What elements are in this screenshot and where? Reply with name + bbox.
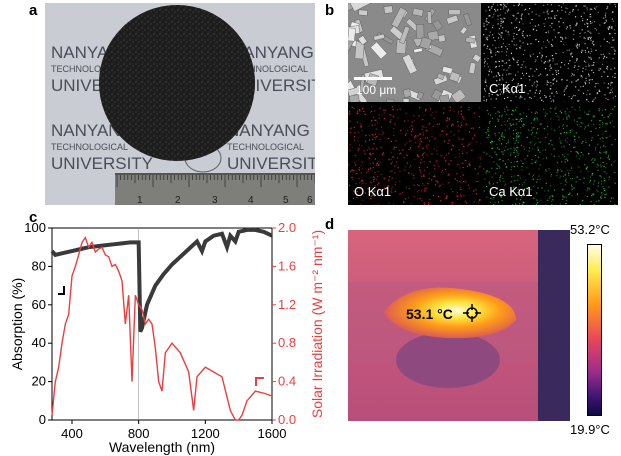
y2-tick-label: 2.0 bbox=[278, 220, 296, 235]
y2-tick-label: 0.0 bbox=[278, 412, 296, 427]
x-axis-label: Wavelength (nm) bbox=[109, 439, 215, 455]
panel-b-letter: b bbox=[325, 2, 335, 19]
y-tick-label: 100 bbox=[24, 220, 46, 235]
sample-photo: NANYANG TECHNOLOGICAL UNIVERSITY NANYANG… bbox=[45, 3, 315, 205]
ruler-number: 5 bbox=[283, 195, 289, 205]
watermark-line: UNIVERSITY bbox=[227, 154, 315, 173]
color-scale-bar bbox=[587, 244, 602, 416]
sem-image: 100 μm bbox=[348, 3, 481, 102]
absorption-chart: 0 20 40 60 80 100 0.0 0.4 0.8 1.2 1.6 2.0 400 800 12… bbox=[9, 220, 325, 455]
series-line-irradiation bbox=[51, 236, 273, 421]
x-tick-label: 800 bbox=[128, 426, 150, 441]
watermark-line: TECHNOLOGICAL bbox=[51, 64, 128, 74]
ruler-number: 4 bbox=[248, 195, 254, 205]
sample-shadow bbox=[396, 332, 500, 388]
calcium-map-label: Ca Kα1 bbox=[489, 184, 533, 199]
panel-c-letter: c bbox=[29, 209, 38, 226]
oxygen-map-label: O Kα1 bbox=[354, 184, 392, 199]
carbon-map: C Kα1 bbox=[483, 3, 616, 102]
y-tick-label: 20 bbox=[32, 374, 46, 389]
watermark-line: TECHNOLOGICAL bbox=[227, 142, 304, 152]
eds-maps: 100 μm C Kα1 O Kα1 Ca Kα1 bbox=[348, 3, 618, 205]
x-tick-label: 400 bbox=[61, 426, 83, 441]
series-line-absorption bbox=[50, 227, 273, 333]
thermal-image: 53.1 °C bbox=[348, 230, 570, 421]
watermark-line: TECHNOLOGICAL bbox=[51, 142, 128, 152]
ruler-number: 2 bbox=[175, 195, 181, 205]
calcium-map: Ca Kα1 bbox=[483, 106, 616, 205]
y2-tick-label: 0.8 bbox=[278, 335, 296, 350]
panel-d-letter: d bbox=[325, 216, 335, 233]
plot-frame bbox=[51, 227, 273, 421]
spot-temperature: 53.1 °C bbox=[406, 306, 453, 322]
y2-tick-label: 0.4 bbox=[278, 374, 296, 389]
y2-axis-label: Solar Irradiation (W m⁻² nm⁻¹) bbox=[309, 230, 325, 418]
y-tick-label: 60 bbox=[32, 297, 46, 312]
crosshair-icon bbox=[463, 304, 481, 322]
color-scale-max: 53.2°C bbox=[570, 222, 610, 237]
watermark-line: TECHNOLOGICAL bbox=[231, 64, 308, 74]
scale-bar-label: 100 μm bbox=[356, 83, 397, 97]
sample-photo-drawing: NANYANG TECHNOLOGICAL UNIVERSITY NANYANG… bbox=[45, 3, 315, 205]
y-tick-label: 0 bbox=[39, 412, 46, 427]
y-tick-label: 40 bbox=[32, 335, 46, 350]
color-scale-min: 19.9°C bbox=[570, 422, 610, 437]
ruler-number: 6 bbox=[307, 195, 313, 205]
ruler-number: 3 bbox=[212, 195, 218, 205]
y-axis-label: Absorption (%) bbox=[9, 278, 25, 371]
dark-edge bbox=[538, 230, 570, 421]
scale-bar bbox=[354, 77, 392, 80]
y2-tick-label: 1.2 bbox=[278, 297, 296, 312]
x-tick-label: 1200 bbox=[191, 426, 220, 441]
right-axis-arrow bbox=[255, 377, 264, 386]
y-tick-label: 80 bbox=[32, 258, 46, 273]
watermark-line: NANYANG bbox=[227, 121, 310, 140]
x-tick-label: 1600 bbox=[258, 426, 287, 441]
hot-spot bbox=[384, 287, 516, 339]
ruler bbox=[115, 173, 315, 205]
carbon-map-label: C Kα1 bbox=[489, 81, 526, 96]
panel-a-letter: a bbox=[29, 2, 38, 19]
watermark-line: UNIVERSITY bbox=[51, 154, 153, 173]
ruler-number: 1 bbox=[137, 195, 143, 205]
y2-tick-label: 1.6 bbox=[278, 258, 296, 273]
oxygen-map: O Kα1 bbox=[348, 106, 481, 205]
watermark-line: NANYANG bbox=[231, 43, 314, 62]
left-axis-arrow bbox=[58, 286, 65, 295]
